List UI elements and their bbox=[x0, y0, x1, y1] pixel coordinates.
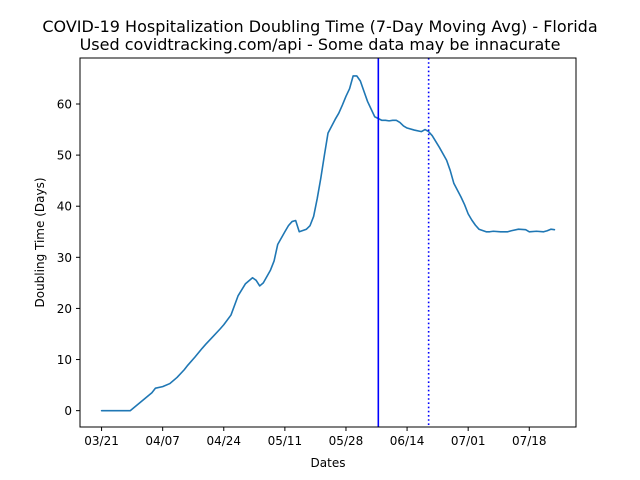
y-tick-label: 60 bbox=[57, 97, 72, 111]
x-tick-label: 04/07 bbox=[145, 434, 180, 448]
x-tick-label: 07/18 bbox=[512, 434, 547, 448]
axes-frame bbox=[79, 57, 577, 428]
series-line bbox=[100, 75, 556, 412]
x-axis: 03/21 04/07 04/24 05/11 05/28 06/14 07/01 07/18 bbox=[84, 427, 547, 448]
x-tick-label: 07/01 bbox=[451, 434, 486, 448]
chart-subtitle: Used covidtracking.com/api - Some data m… bbox=[79, 35, 561, 54]
y-tick-label: 20 bbox=[57, 302, 72, 316]
x-tick-label: 05/28 bbox=[329, 434, 364, 448]
chart-title: COVID-19 Hospitalization Doubling Time (… bbox=[42, 17, 598, 36]
y-tick-label: 50 bbox=[57, 149, 72, 163]
x-tick-label: 03/21 bbox=[84, 434, 119, 448]
y-tick-label: 10 bbox=[57, 353, 72, 367]
x-tick-label: 05/11 bbox=[268, 434, 303, 448]
plot-area bbox=[100, 58, 556, 427]
y-tick-label: 0 bbox=[64, 404, 72, 418]
y-axis-label: Doubling Time (Days) bbox=[33, 177, 47, 307]
x-tick-label: 06/14 bbox=[390, 434, 425, 448]
x-tick-label: 04/24 bbox=[206, 434, 241, 448]
y-tick-label: 40 bbox=[57, 200, 72, 214]
y-axis: 0 10 20 30 40 50 60 bbox=[57, 97, 80, 418]
y-tick-label: 30 bbox=[57, 251, 72, 265]
x-axis-label: Dates bbox=[311, 456, 346, 470]
